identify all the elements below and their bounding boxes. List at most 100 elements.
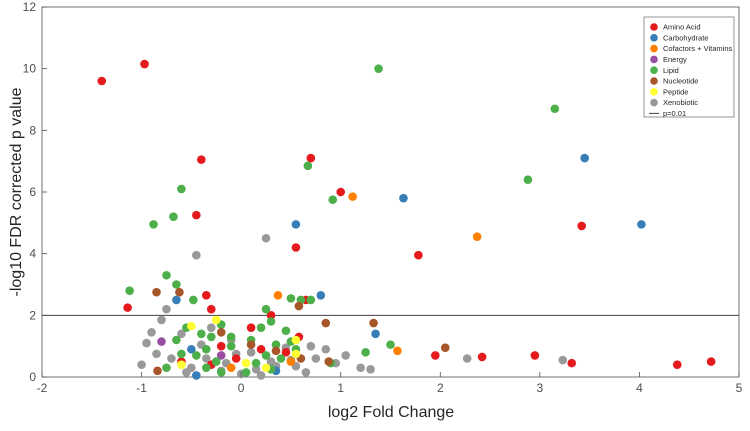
point-amino-acid: [306, 153, 316, 163]
point-nucleotide: [324, 357, 334, 366]
point-lipid: [211, 357, 221, 366]
point-xenobiotic: [201, 354, 211, 363]
point-amino-acid: [206, 304, 216, 314]
point-lipid: [226, 332, 236, 342]
point-amino-acid: [123, 303, 132, 312]
point-lipid: [192, 351, 201, 360]
point-lipid: [386, 340, 395, 349]
point-xenobiotic: [366, 364, 375, 374]
legend-label-xenobiotic: Xenobiotic: [663, 98, 698, 107]
point-amino-acid: [140, 59, 149, 69]
point-lipid: [201, 344, 211, 354]
point-cofactors-vitamins: [286, 357, 296, 366]
legend-marker-lipid: [650, 66, 658, 74]
point-xenobiotic: [206, 323, 216, 332]
x-tick-label: -2: [37, 381, 48, 395]
point-cofactors-vitamins: [226, 363, 236, 373]
point-lipid: [361, 348, 370, 357]
point-carbohydrate: [399, 193, 408, 203]
point-energy: [216, 351, 226, 360]
point-xenobiotic: [341, 351, 350, 360]
point-xenobiotic: [321, 344, 331, 354]
point-amino-acid: [256, 344, 266, 354]
point-carbohydrate: [637, 220, 646, 229]
x-axis-title: log2 Fold Change: [328, 404, 454, 421]
y-tick-label: 12: [23, 0, 37, 14]
point-lipid: [261, 351, 271, 360]
point-energy: [157, 337, 166, 346]
point-lipid: [149, 220, 158, 229]
point-xenobiotic: [261, 233, 271, 243]
point-nucleotide: [246, 340, 256, 349]
x-tick-label: 2: [437, 381, 444, 395]
point-lipid: [125, 286, 134, 295]
point-nucleotide: [152, 287, 161, 297]
point-lipid: [226, 341, 236, 351]
point-lipid: [216, 368, 226, 377]
point-amino-acid: [567, 358, 577, 368]
point-xenobiotic: [462, 354, 472, 363]
point-lipid: [206, 332, 216, 342]
point-xenobiotic: [256, 371, 266, 380]
point-amino-acid: [477, 352, 487, 362]
point-lipid: [201, 363, 211, 373]
point-lipid: [523, 175, 533, 184]
point-amino-acid: [281, 348, 291, 357]
point-nucleotide: [369, 318, 378, 328]
point-lipid: [162, 270, 171, 280]
point-lipid: [303, 161, 313, 171]
legend-label-threshold: p=0.01: [663, 109, 686, 118]
point-cofactors-vitamins: [273, 290, 283, 300]
point-nucleotide: [153, 366, 162, 376]
point-carbohydrate: [580, 153, 589, 163]
point-peptide: [177, 360, 186, 369]
point-peptide: [291, 335, 301, 345]
point-lipid: [261, 304, 271, 314]
y-tick-label: 6: [29, 185, 36, 199]
point-lipid: [281, 326, 291, 336]
y-tick-label: 0: [29, 370, 36, 384]
point-amino-acid: [291, 243, 301, 252]
point-carbohydrate: [172, 295, 181, 305]
point-peptide: [241, 358, 251, 368]
point-xenobiotic: [246, 348, 256, 357]
point-lipid: [189, 295, 198, 305]
point-xenobiotic: [558, 355, 568, 365]
legend-marker-nucleotide: [650, 77, 658, 85]
point-amino-acid: [414, 250, 423, 260]
point-lipid: [177, 184, 186, 194]
point-lipid: [271, 340, 281, 349]
legend-label-peptide: Peptide: [663, 87, 688, 96]
point-amino-acid: [97, 76, 107, 86]
point-lipid: [162, 363, 171, 373]
y-tick-label: 2: [29, 308, 36, 322]
point-amino-acid: [197, 155, 206, 164]
point-amino-acid: [431, 351, 440, 360]
point-cofactors-vitamins: [348, 192, 357, 201]
legend-label-nucleotide: Nucleotide: [663, 77, 698, 86]
point-carbohydrate: [371, 329, 380, 339]
point-amino-acid: [192, 210, 201, 220]
point-lipid: [328, 195, 338, 205]
point-xenobiotic: [137, 360, 146, 369]
point-carbohydrate: [316, 290, 326, 300]
legend-label-amino-acid: Amino Acid: [663, 23, 701, 32]
point-carbohydrate: [192, 371, 201, 380]
x-tick-label: -1: [136, 381, 147, 395]
point-xenobiotic: [152, 349, 161, 359]
y-axis-title: -log10 FDR corrected p value: [8, 87, 25, 296]
point-xenobiotic: [147, 327, 156, 337]
point-xenobiotic: [301, 368, 311, 377]
point-xenobiotic: [182, 368, 191, 377]
x-tick-label: 1: [337, 381, 344, 395]
x-tick-label: 4: [636, 381, 643, 395]
legend-label-energy: Energy: [663, 55, 687, 64]
legend-marker-carbohydrate: [650, 34, 658, 42]
point-lipid: [251, 358, 261, 368]
point-amino-acid: [672, 360, 682, 369]
point-lipid: [177, 349, 186, 359]
point-nucleotide: [175, 287, 184, 297]
